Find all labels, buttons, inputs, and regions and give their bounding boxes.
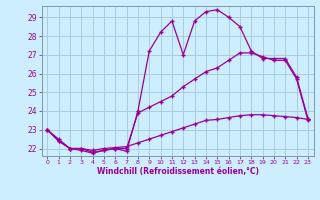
- X-axis label: Windchill (Refroidissement éolien,°C): Windchill (Refroidissement éolien,°C): [97, 167, 259, 176]
